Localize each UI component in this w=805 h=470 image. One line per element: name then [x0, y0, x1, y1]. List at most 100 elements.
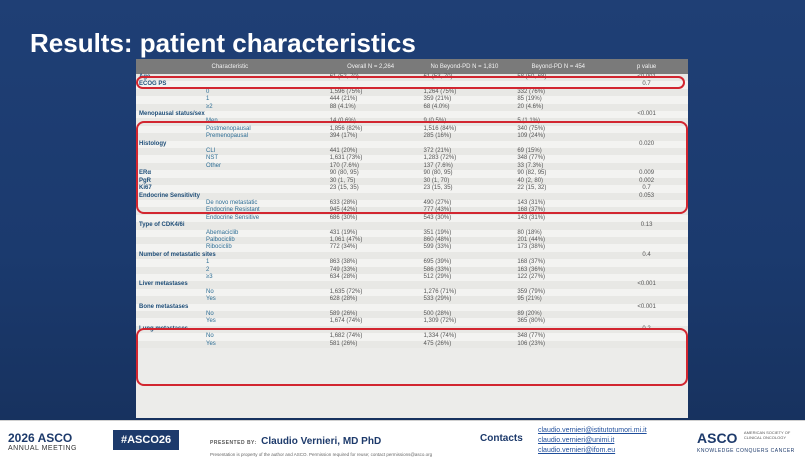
table-row: Liver metastases <0.001	[136, 281, 688, 289]
overall-cell: 1,856 (82%)	[323, 125, 418, 134]
asco-society-logo: ASCO AMERICAN SOCIETY OF CLINICAL ONCOLO…	[697, 430, 795, 454]
characteristic-cell: Type of CDK4/6i	[136, 222, 324, 230]
no-beyond-pd-cell: 372 (21%)	[417, 148, 512, 156]
p-value-cell: 0.7	[605, 81, 688, 89]
email-link-ifom[interactable]: claudio.vernieri@ifom.eu	[538, 447, 616, 454]
beyond-pd-cell: 33 (7.3%)	[511, 162, 606, 171]
overall-cell: 581 (26%)	[323, 340, 418, 349]
no-beyond-pd-cell: 1,516 (84%)	[417, 125, 512, 134]
beyond-pd-cell: 173 (38%)	[511, 244, 606, 252]
overall-cell: 772 (34%)	[323, 244, 418, 252]
table-row: ≥2 88 (4.1%) 68 (4.0%) 20 (4.6%)	[136, 103, 688, 112]
hashtag-badge: #ASCO26	[113, 430, 180, 450]
highlight-box-menopausal-histology-receptors	[136, 121, 688, 214]
no-beyond-pd-cell: 1,264 (75%)	[417, 88, 512, 97]
table-row: Ribociclib 772 (34%) 599 (33%) 173 (38%)	[136, 244, 688, 252]
no-beyond-pd-cell: 1,283 (72%)	[417, 155, 512, 163]
asco-society-name: AMERICAN SOCIETY OF CLINICAL ONCOLOGY	[743, 430, 791, 440]
no-beyond-pd-cell: 777 (43%)	[417, 207, 512, 215]
p-value-cell: 0.009	[605, 170, 688, 178]
overall-cell: 441 (20%)	[323, 148, 418, 156]
table-row: Other 170 (7.6%) 137 (7.6%) 33 (7.3%)	[136, 162, 688, 171]
email-link-unimi[interactable]: claudio.vernieri@unimi.it	[538, 437, 615, 444]
p-value-cell	[605, 288, 688, 297]
characteristic-cell: Postmenopausal	[136, 125, 324, 134]
asco-annual-meeting-text: ANNUAL MEETING	[8, 445, 77, 452]
beyond-pd-cell	[511, 192, 606, 200]
table-row: Endocrine Sensitivity 0.053	[136, 192, 688, 200]
overall-cell: 444 (21%)	[323, 96, 418, 104]
table-row: Postmenopausal 1,856 (82%) 1,516 (84%) 340 …	[136, 125, 688, 134]
p-value-cell	[605, 162, 688, 171]
characteristic-cell: Endocrine Sensitive	[136, 214, 324, 223]
characteristic-cell: Yes	[136, 296, 324, 304]
no-beyond-pd-cell	[417, 222, 512, 230]
p-value-cell	[605, 340, 688, 349]
characteristic-cell: Yes	[136, 340, 324, 349]
table-row: 2 749 (33%) 586 (33%) 163 (36%)	[136, 266, 688, 274]
table-row: ECOG PS 0.7	[136, 81, 688, 89]
characteristic-cell: No	[136, 288, 324, 297]
no-beyond-pd-cell: 68 (4.0%)	[417, 103, 512, 112]
p-value-cell: 0.4	[605, 251, 688, 260]
beyond-pd-cell: 90 (82, 95)	[511, 170, 606, 178]
slide-footer: 2026 ASCO ANNUAL MEETING #ASCO26 PRESENT…	[0, 420, 805, 470]
contact-emails: claudio.vernieri@istitutotumori.mi.it cl…	[538, 426, 647, 456]
contacts-label: Contacts	[480, 433, 523, 444]
table-row: Abemaciclib 431 (19%) 351 (19%) 80 (18%)	[136, 229, 688, 237]
p-value-cell	[605, 296, 688, 304]
characteristic-cell: NST	[136, 155, 324, 163]
p-value-cell: 0.002	[605, 177, 688, 186]
column-header-beyond-pd: Beyond-PD N = 454	[511, 59, 606, 74]
characteristic-cell: Endocrine Resistant	[136, 207, 324, 215]
presenter-block: PRESENTED BY: Claudio Vernieri, MD PhD P…	[210, 431, 432, 457]
table-row: NST 1,631 (73%) 1,283 (72%) 348 (77%)	[136, 155, 688, 163]
table-row: Yes 1,674 (74%) 1,309 (72%) 365 (80%)	[136, 318, 688, 326]
no-beyond-pd-cell: 90 (80, 95)	[417, 170, 512, 178]
overall-cell: 1,635 (72%)	[323, 288, 418, 297]
p-value-cell	[605, 207, 688, 215]
no-beyond-pd-cell: 23 (15, 35)	[417, 185, 512, 193]
characteristic-cell: Ribociclib	[136, 244, 324, 252]
no-beyond-pd-cell: 586 (33%)	[417, 266, 512, 274]
no-beyond-pd-cell: 543 (30%)	[417, 214, 512, 223]
beyond-pd-cell: 348 (77%)	[511, 333, 606, 341]
characteristics-table-container: Characteristic Overall N = 2,264 No Beyo…	[136, 59, 688, 418]
asco-annual-meeting-logo: 2026 ASCO ANNUAL MEETING	[8, 431, 77, 452]
p-value-cell: 0.053	[605, 192, 688, 200]
no-beyond-pd-cell: 695 (39%)	[417, 259, 512, 267]
p-value-cell: 0.7	[605, 185, 688, 193]
p-value-cell	[605, 214, 688, 223]
no-beyond-pd-cell: 30 (1, 70)	[417, 177, 512, 186]
presenter-name: Claudio Vernieri, MD PhD	[261, 436, 382, 447]
p-value-cell: <0.001	[605, 281, 688, 289]
characteristic-cell: Palbociclib	[136, 236, 324, 245]
table-row: 1 863 (38%) 695 (39%) 168 (37%)	[136, 259, 688, 267]
table-row: Premenopausal 394 (17%) 285 (16%) 109 (24%)	[136, 133, 688, 141]
characteristic-cell: ECOG PS	[136, 81, 324, 89]
overall-cell: 90 (80, 95)	[323, 170, 418, 178]
p-value-cell	[605, 88, 688, 97]
beyond-pd-cell: 163 (36%)	[511, 266, 606, 274]
p-value-cell: <0.001	[605, 303, 688, 311]
beyond-pd-cell: 20 (4.6%)	[511, 103, 606, 112]
beyond-pd-cell: 168 (37%)	[511, 259, 606, 267]
table-row: Palbociclib 1,061 (47%) 860 (48%) 201 (44%)	[136, 236, 688, 245]
beyond-pd-cell	[511, 222, 606, 230]
table-row: No 589 (26%) 500 (28%) 89 (20%)	[136, 311, 688, 319]
characteristic-cell: PgR	[136, 177, 324, 186]
p-value-cell: 0.13	[605, 222, 688, 230]
no-beyond-pd-cell: 599 (33%)	[417, 244, 512, 252]
characteristic-cell: No	[136, 333, 324, 341]
table-row: Endocrine Resistant 945 (42%) 777 (43%) 168…	[136, 207, 688, 215]
beyond-pd-cell: 40 (2, 80)	[511, 177, 606, 186]
beyond-pd-cell	[511, 251, 606, 260]
no-beyond-pd-cell: 475 (26%)	[417, 340, 512, 349]
characteristic-cell: Ki67	[136, 185, 324, 193]
overall-cell	[323, 281, 418, 289]
overall-cell: 88 (4.1%)	[323, 103, 418, 112]
overall-cell: 945 (42%)	[323, 207, 418, 215]
p-value-cell	[605, 199, 688, 208]
email-link-istitutotumori[interactable]: claudio.vernieri@istitutotumori.mi.it	[538, 427, 647, 434]
beyond-pd-cell	[511, 303, 606, 311]
